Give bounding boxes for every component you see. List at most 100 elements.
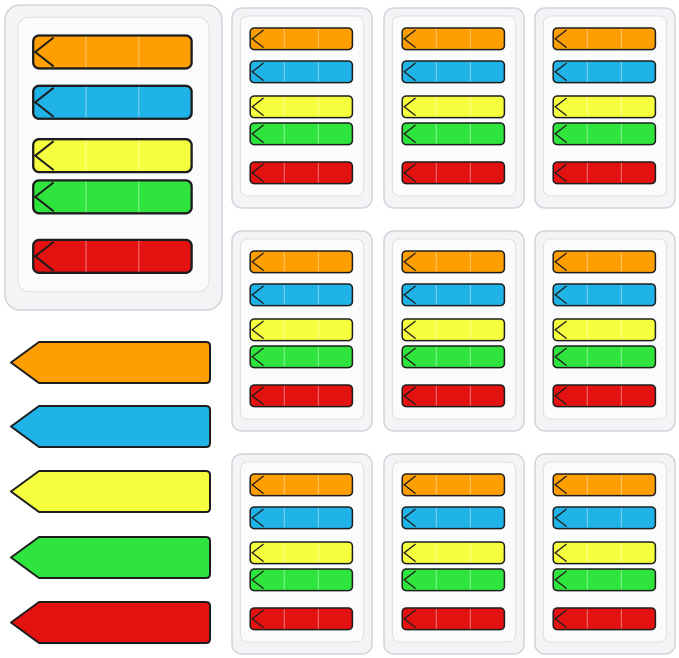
flag-chevron	[251, 320, 264, 340]
flag-chevron	[554, 475, 567, 495]
flag-chevron	[251, 475, 264, 495]
flag	[552, 384, 657, 408]
flag	[552, 473, 657, 497]
flag	[552, 568, 657, 592]
flag-chevron	[554, 347, 567, 367]
flag	[401, 506, 506, 530]
flag-chevron	[403, 285, 416, 305]
flag-chevron	[403, 29, 416, 49]
flag-chevron	[403, 609, 416, 629]
flag-chevron	[251, 62, 264, 82]
flag	[249, 345, 354, 369]
flag-chevron	[554, 97, 567, 117]
flag	[552, 283, 657, 307]
flag	[401, 60, 506, 84]
flag	[32, 34, 193, 70]
flag	[552, 318, 657, 342]
flag	[552, 161, 657, 185]
flag-chevron	[403, 320, 416, 340]
flag-chevron	[251, 29, 264, 49]
flag	[249, 60, 354, 84]
flag	[401, 568, 506, 592]
flag-chevron	[251, 347, 264, 367]
flag-chevron	[251, 163, 264, 183]
flag-chevron	[554, 124, 567, 144]
flag	[401, 250, 506, 274]
flag	[552, 122, 657, 146]
flag-chevron	[251, 508, 264, 528]
flag	[401, 541, 506, 565]
flag	[249, 161, 354, 185]
flag	[249, 122, 354, 146]
flag	[401, 283, 506, 307]
flag-chevron	[403, 163, 416, 183]
flag	[401, 384, 506, 408]
flag	[552, 345, 657, 369]
flag-chevron	[554, 62, 567, 82]
flag-chevron	[554, 508, 567, 528]
flag	[249, 568, 354, 592]
flag-chevron	[403, 475, 416, 495]
flag-chevron	[554, 609, 567, 629]
loose-arrow-flag	[10, 341, 211, 384]
flag	[249, 250, 354, 274]
loose-arrow-flag	[10, 470, 211, 513]
flag-chevron	[33, 36, 55, 68]
flag	[249, 541, 354, 565]
flag	[401, 473, 506, 497]
flag	[552, 27, 657, 51]
flag-chevron	[403, 252, 416, 272]
flag-chevron	[554, 543, 567, 563]
flag	[552, 607, 657, 631]
flag-chevron	[251, 609, 264, 629]
loose-arrow-flag	[10, 601, 211, 644]
flag	[401, 27, 506, 51]
flag-chevron	[33, 140, 55, 171]
flag	[249, 318, 354, 342]
flag	[249, 27, 354, 51]
flag-chevron	[554, 386, 567, 406]
flag-chevron	[33, 181, 55, 213]
flag-chevron	[403, 570, 416, 590]
flag	[401, 607, 506, 631]
flag	[401, 318, 506, 342]
flag	[552, 506, 657, 530]
flag	[249, 473, 354, 497]
flag-chevron	[251, 124, 264, 144]
flag-chevron	[251, 543, 264, 563]
flag-chevron	[251, 285, 264, 305]
flag-chevron	[403, 62, 416, 82]
flag	[552, 250, 657, 274]
flag	[401, 161, 506, 185]
flag	[401, 345, 506, 369]
flag	[552, 541, 657, 565]
flag	[32, 84, 193, 120]
flag	[401, 95, 506, 119]
flag	[32, 138, 193, 174]
flag-chevron	[251, 252, 264, 272]
flag-chevron	[554, 252, 567, 272]
flag-chevron	[554, 570, 567, 590]
loose-arrow-flag	[10, 405, 211, 448]
flag	[401, 122, 506, 146]
flag	[249, 95, 354, 119]
flag-chevron	[33, 87, 55, 118]
flag	[249, 506, 354, 530]
flag-chevron	[251, 570, 264, 590]
flag-chevron	[33, 241, 55, 272]
flag-chevron	[403, 124, 416, 144]
loose-arrow-flag	[10, 536, 211, 579]
flag	[32, 179, 193, 215]
flag	[249, 283, 354, 307]
flag-chevron	[403, 508, 416, 528]
flag	[552, 60, 657, 84]
flag-chevron	[403, 543, 416, 563]
flag-chevron	[251, 386, 264, 406]
flag-chevron	[554, 320, 567, 340]
flag	[552, 95, 657, 119]
flag-chevron	[554, 163, 567, 183]
flag-chevron	[403, 347, 416, 367]
flag-chevron	[403, 97, 416, 117]
flag	[249, 384, 354, 408]
